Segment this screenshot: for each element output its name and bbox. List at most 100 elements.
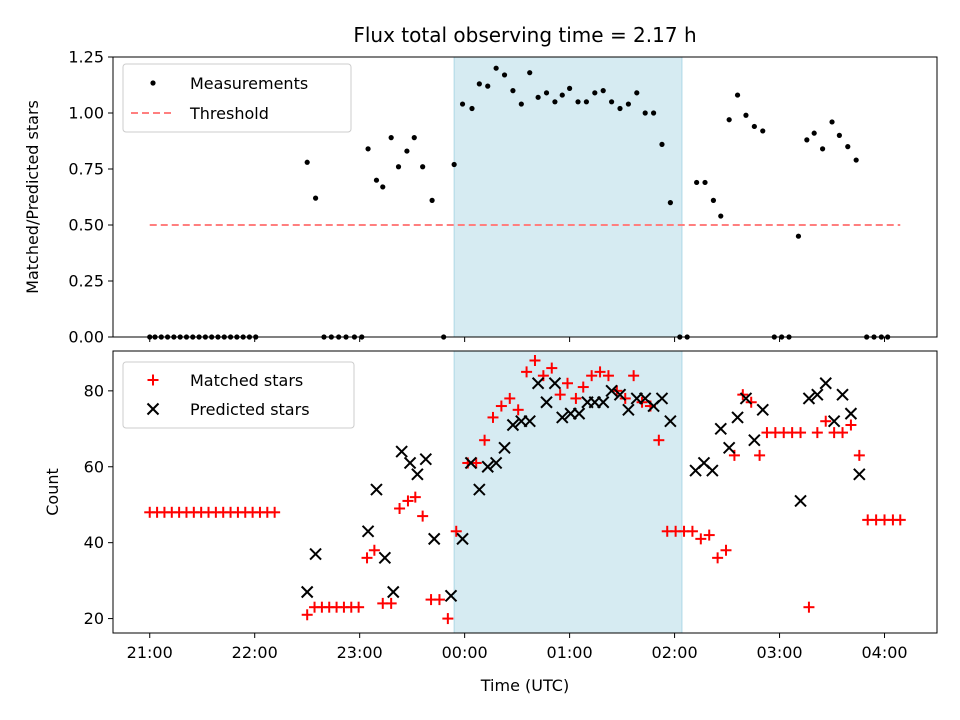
- cross-b: [739, 392, 753, 405]
- measurement-point: [608, 99, 615, 105]
- measurement-point: [493, 65, 499, 71]
- measurement-point: [718, 213, 724, 219]
- top-legend: Measurements Threshold: [122, 63, 352, 133]
- matched-star-point: [368, 544, 380, 556]
- observing-window-band: [453, 350, 683, 634]
- measurement-point: [395, 164, 402, 170]
- predicted-star-point: [836, 388, 849, 401]
- measurement-points: [147, 65, 891, 340]
- measurement-point: [743, 112, 749, 118]
- measurement-point: [829, 119, 835, 125]
- matched-star-point: [301, 609, 313, 621]
- cross-b: [387, 585, 400, 599]
- predicted-star-point: [748, 433, 761, 447]
- predicted-star-point: [655, 392, 669, 405]
- measurement-point: [625, 101, 631, 107]
- cross-b: [506, 418, 520, 432]
- predicted-star-point: [706, 464, 719, 477]
- chart-title: Flux total observing time = 2.17 h: [353, 23, 696, 47]
- legend-measurements-marker: [150, 80, 156, 86]
- cross-b: [395, 445, 408, 458]
- measurement-point: [510, 88, 516, 94]
- measurement-point: [804, 137, 810, 143]
- predicted-star-point: [556, 411, 569, 424]
- top-legend-box: [122, 63, 352, 133]
- y-tick-label: 0.75: [68, 160, 104, 179]
- predicted-star-point: [794, 494, 807, 508]
- matched-star-point: [450, 525, 462, 537]
- predicted-star-point: [489, 456, 503, 470]
- cross-b: [556, 411, 569, 424]
- matched-star-point: [512, 404, 524, 416]
- predicted-star-point: [419, 452, 433, 466]
- predicted-star-point: [300, 585, 314, 599]
- cross-b: [819, 377, 832, 390]
- x-tick-label: 01:00: [547, 643, 593, 662]
- measurement-point: [659, 141, 665, 147]
- predicted-star-point: [370, 483, 383, 496]
- predicted-star-point: [411, 468, 424, 481]
- legend-dot: [150, 80, 156, 86]
- predicted-star-point: [523, 415, 536, 428]
- y-tick-label: 0.00: [68, 328, 104, 347]
- predicted-star-point: [722, 441, 736, 454]
- y-tick-label: 20: [84, 609, 104, 628]
- legend-predicted-label: Predicted stars: [190, 400, 310, 419]
- predicted-star-point: [506, 418, 520, 432]
- legend-matched-label: Matched stars: [190, 371, 303, 390]
- matched-star-point: [720, 544, 732, 556]
- measurement-point: [617, 105, 623, 112]
- bottom-axes-frame: [112, 350, 938, 634]
- measurement-point: [535, 94, 541, 100]
- measurement-point: [734, 92, 741, 98]
- measurement-point: [853, 157, 859, 163]
- matched-star-point: [594, 366, 606, 378]
- matched-star-point: [586, 370, 598, 382]
- matched-star-point: [521, 366, 533, 378]
- matched-star-point: [402, 495, 414, 507]
- observing-window-band: [453, 56, 683, 338]
- legend-cross: [146, 402, 160, 416]
- legend-matched-marker: [147, 374, 159, 386]
- predicted-star-point: [540, 396, 553, 409]
- measurement-point: [420, 164, 426, 170]
- measurement-point: [459, 101, 466, 107]
- cross-b: [697, 456, 711, 470]
- matched-star-point: [894, 514, 906, 526]
- cross-b: [489, 456, 503, 470]
- legend-measurements-label: Measurements: [190, 74, 308, 93]
- bottom-legend: Matched stars Predicted stars: [122, 361, 355, 429]
- cross-b: [596, 396, 610, 409]
- matched-star-point: [433, 594, 445, 606]
- matched-star-point: [394, 503, 406, 515]
- cross-b: [403, 456, 417, 470]
- matched-star-point: [417, 510, 429, 522]
- measurement-point: [411, 135, 417, 141]
- cross-b: [756, 403, 769, 417]
- measurement-point: [795, 233, 802, 239]
- predicted-star-point: [596, 396, 610, 409]
- measurement-point: [583, 99, 590, 105]
- predicted-star-point: [731, 411, 744, 424]
- cross-b: [722, 441, 736, 454]
- legend-plus: [147, 374, 159, 386]
- cross-b: [605, 384, 618, 398]
- x-tick-label: 22:00: [232, 643, 278, 662]
- matched-star-point: [619, 392, 631, 404]
- matched-star-point: [570, 392, 582, 404]
- matched-star-point: [487, 411, 499, 423]
- y-tick-label: 60: [84, 457, 104, 476]
- matched-star-point: [385, 597, 397, 609]
- matched-star-point: [361, 552, 373, 564]
- matched-star-point: [853, 449, 865, 461]
- matched-star-point: [495, 400, 507, 412]
- predicted-star-point: [622, 403, 635, 417]
- matched-star-point: [353, 601, 365, 613]
- predicted-star-point: [395, 445, 408, 458]
- cross-b: [473, 483, 486, 496]
- top-y-ticks: 0.00 0.25 0.50 0.75 1.00 1.25: [68, 48, 113, 347]
- predicted-star-point: [756, 403, 769, 417]
- cross-b: [622, 403, 635, 417]
- matched-star-point: [712, 552, 724, 564]
